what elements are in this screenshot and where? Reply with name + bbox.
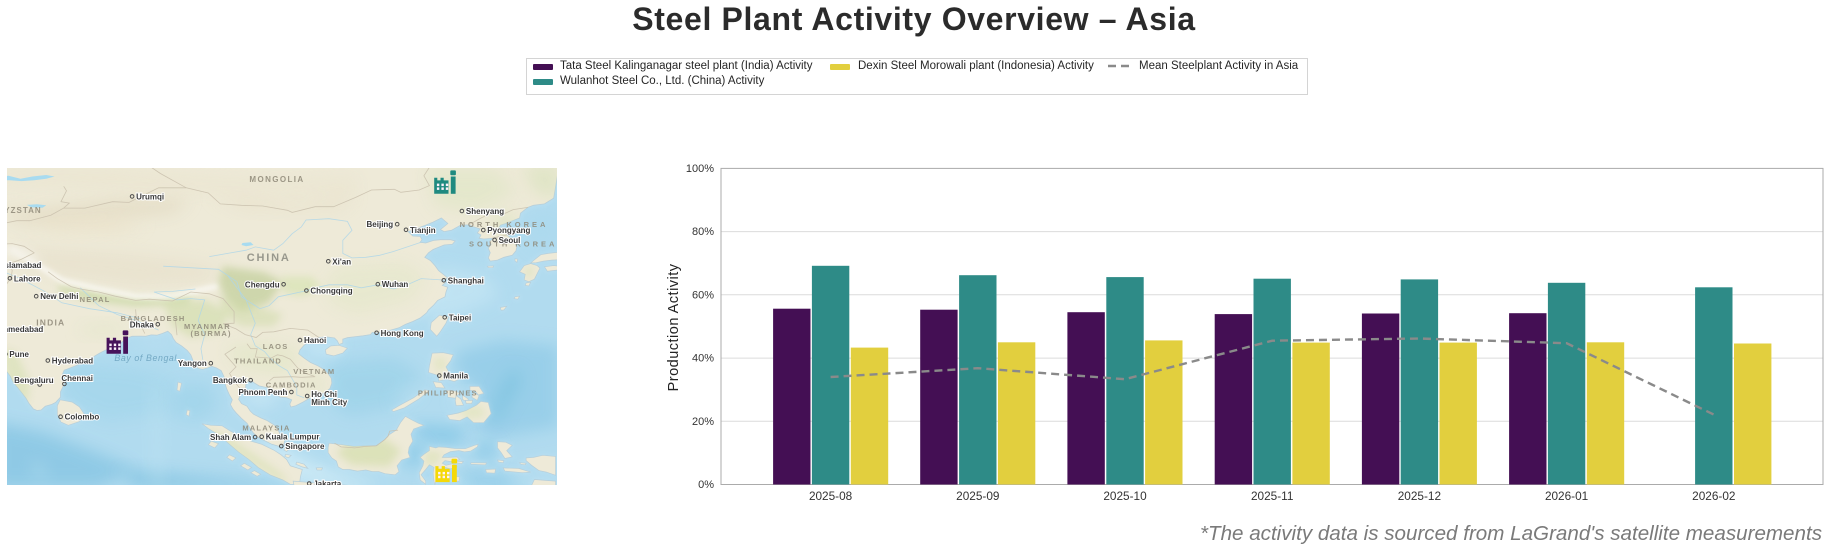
svg-text:Tianjin: Tianjin (410, 226, 436, 235)
svg-text:Bengaluru: Bengaluru (14, 376, 54, 385)
svg-text:LAOS: LAOS (263, 342, 289, 351)
svg-text:Hong Kong: Hong Kong (381, 329, 424, 338)
svg-text:CHINA: CHINA (247, 252, 291, 264)
svg-text:Bangkok: Bangkok (213, 376, 247, 385)
svg-text:2026-01: 2026-01 (1545, 489, 1588, 503)
svg-text:Beijing: Beijing (367, 220, 394, 229)
svg-text:Ahmedabad: Ahmedabad (7, 325, 43, 334)
svg-text:2025-09: 2025-09 (956, 489, 999, 503)
svg-text:Shenyang: Shenyang (466, 207, 504, 216)
svg-text:Chongqing: Chongqing (310, 287, 352, 296)
svg-text:80%: 80% (692, 226, 714, 238)
svg-text:CAMBODIA: CAMBODIA (266, 381, 317, 390)
svg-text:Lahore: Lahore (14, 274, 41, 283)
svg-text:Shah Alam: Shah Alam (210, 433, 251, 442)
svg-text:2025-12: 2025-12 (1398, 489, 1441, 503)
svg-text:0%: 0% (698, 479, 714, 491)
svg-text:Pune: Pune (9, 350, 29, 359)
svg-text:Singapore: Singapore (285, 442, 325, 451)
svg-text:Dhaka: Dhaka (130, 320, 155, 329)
svg-text:Xi'an: Xi'an (332, 257, 351, 266)
svg-text:Chengdu: Chengdu (245, 280, 280, 289)
svg-text:Yangon: Yangon (178, 359, 207, 368)
svg-text:Pyongyang: Pyongyang (487, 226, 530, 235)
svg-text:2025-08: 2025-08 (809, 489, 853, 503)
svg-text:Hyderabad: Hyderabad (52, 357, 93, 366)
svg-text:Seoul: Seoul (499, 236, 521, 245)
svg-text:2026-02: 2026-02 (1692, 489, 1735, 503)
svg-text:20%: 20% (692, 416, 714, 428)
svg-text:NORTH KOREA: NORTH KOREA (460, 220, 549, 229)
svg-text:Ho Chi: Ho Chi (311, 390, 337, 399)
svg-text:THAILAND: THAILAND (234, 357, 282, 366)
svg-text:60%: 60% (692, 289, 714, 301)
svg-text:SOUTH KOREA: SOUTH KOREA (469, 239, 557, 248)
svg-text:Minh City: Minh City (311, 398, 348, 407)
svg-text:VIETNAM: VIETNAM (293, 367, 335, 376)
svg-text:NEPAL: NEPAL (80, 295, 111, 304)
svg-text:Production Activity: Production Activity (666, 263, 682, 391)
svg-text:40%: 40% (692, 353, 714, 365)
svg-text:Bay of Bengal: Bay of Bengal (114, 353, 177, 363)
svg-text:Chennai: Chennai (61, 374, 93, 383)
svg-text:MYANMAR: MYANMAR (184, 322, 231, 331)
svg-text:Shanghai: Shanghai (448, 276, 484, 285)
svg-text:Colombo: Colombo (65, 413, 100, 422)
svg-text:BANGLADESH: BANGLADESH (121, 314, 186, 323)
svg-text:PHILIPPINES: PHILIPPINES (418, 389, 478, 398)
svg-text:Jakarta: Jakarta (313, 480, 342, 486)
svg-text:Manila: Manila (443, 372, 468, 381)
svg-text:New Delhi: New Delhi (40, 292, 78, 301)
svg-text:KYRGYZSTAN: KYRGYZSTAN (7, 206, 42, 215)
svg-text:INDIA: INDIA (36, 318, 65, 328)
svg-text:(BURMA): (BURMA) (190, 329, 231, 338)
svg-text:MONGOLIA: MONGOLIA (249, 175, 304, 184)
svg-text:Urumqi: Urumqi (136, 192, 164, 201)
svg-text:Kuala Lumpur: Kuala Lumpur (266, 433, 320, 442)
svg-text:100%: 100% (686, 163, 714, 175)
svg-text:MALAYSIA: MALAYSIA (242, 424, 290, 433)
svg-text:Wuhan: Wuhan (382, 280, 409, 289)
svg-text:Phnom Penh: Phnom Penh (239, 388, 288, 397)
svg-text:Taipei: Taipei (449, 313, 472, 322)
svg-text:Islamabad: Islamabad (7, 261, 42, 270)
svg-text:2025-10: 2025-10 (1103, 489, 1147, 503)
svg-text:Hanoi: Hanoi (304, 336, 326, 345)
svg-text:2025-11: 2025-11 (1251, 489, 1293, 503)
